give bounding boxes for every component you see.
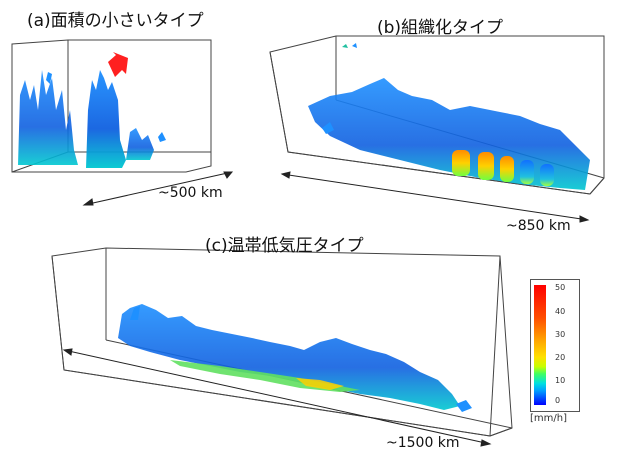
colorbar-tick: 30 [555, 330, 566, 339]
highlight-arrow [108, 52, 128, 77]
colorbar-unit: [mm/h] [530, 413, 567, 424]
panel-c-title: (c)温帯低気圧タイプ [205, 236, 364, 256]
panel-a-title: (a)面積の小さいタイプ [27, 11, 204, 31]
panel-c-cloud [118, 304, 472, 412]
panel-a-scale-label: ~500 km [158, 185, 223, 201]
colorbar-tick: 0 [555, 396, 561, 405]
colorbar-tick: 10 [555, 376, 566, 385]
panel-b-scale-arrow [280, 171, 590, 223]
colorbar-gradient [534, 285, 546, 405]
panel-c-scale-label: ~1500 km [386, 435, 460, 451]
panel-b-title: (b)組織化タイプ [377, 18, 504, 38]
colorbar-tick: 20 [555, 353, 566, 362]
panel-b-cloud [308, 43, 590, 190]
colorbar-tick: 50 [555, 283, 566, 292]
colorbar: 50 40 30 20 10 0 [530, 279, 580, 412]
panel-c-scale-arrow [62, 348, 492, 447]
panel-a-scale-arrow [82, 171, 234, 206]
panel-a-cloud [18, 70, 166, 168]
colorbar-tick: 40 [555, 307, 566, 316]
panel-b-scale-label: ~850 km [506, 218, 571, 234]
